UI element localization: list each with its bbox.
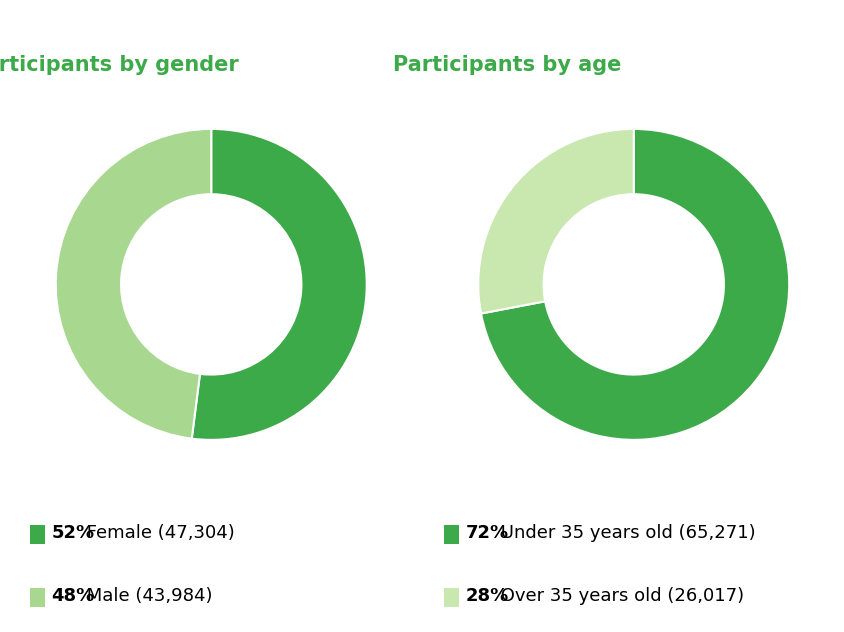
Text: 28%: 28% bbox=[465, 587, 508, 605]
Text: 48%: 48% bbox=[51, 587, 95, 605]
Wedge shape bbox=[480, 129, 788, 440]
Wedge shape bbox=[478, 129, 633, 313]
Text: Participants by gender: Participants by gender bbox=[0, 54, 239, 75]
Text: Female (47,304): Female (47,304) bbox=[81, 524, 234, 542]
Text: 72%: 72% bbox=[465, 524, 508, 542]
Text: 52%: 52% bbox=[51, 524, 95, 542]
Text: Male (43,984): Male (43,984) bbox=[81, 587, 212, 605]
Text: Under 35 years old (65,271): Under 35 years old (65,271) bbox=[495, 524, 755, 542]
Text: Over 35 years old (26,017): Over 35 years old (26,017) bbox=[495, 587, 743, 605]
Text: Participants by age: Participants by age bbox=[392, 54, 620, 75]
Wedge shape bbox=[192, 129, 366, 440]
Wedge shape bbox=[56, 129, 211, 439]
